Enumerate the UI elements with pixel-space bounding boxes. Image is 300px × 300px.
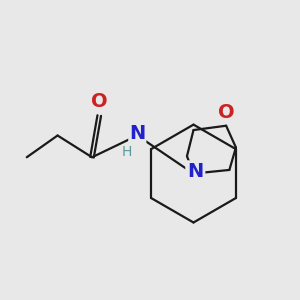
Text: H: H [122, 145, 132, 159]
Text: N: N [187, 162, 203, 181]
Text: O: O [91, 92, 108, 111]
Text: O: O [218, 103, 234, 122]
Text: N: N [129, 124, 146, 143]
